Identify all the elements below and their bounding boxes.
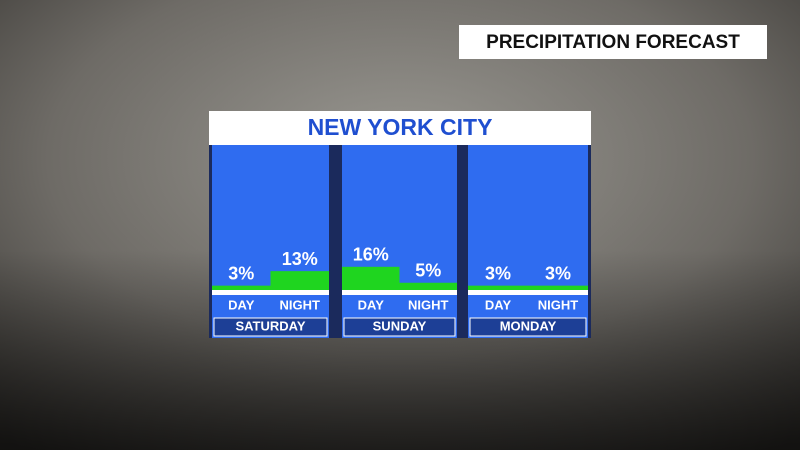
value-label: 13% [282, 249, 318, 269]
bar [270, 271, 329, 290]
period-label: NIGHT [280, 297, 321, 312]
day-box [469, 317, 587, 337]
value-label: 3% [545, 263, 571, 283]
panel [212, 145, 329, 338]
value-label: 16% [353, 245, 389, 265]
baseline [212, 290, 329, 295]
baseline [342, 290, 457, 295]
day-label: MONDAY [500, 318, 557, 333]
title-box [209, 111, 591, 145]
day-box [343, 317, 456, 337]
bar [528, 285, 588, 290]
day-box [213, 317, 328, 337]
bar [212, 285, 271, 290]
period-label: NIGHT [538, 297, 579, 312]
bar [468, 285, 528, 290]
period-label: DAY [485, 297, 512, 312]
period-label: NIGHT [408, 297, 449, 312]
panel [342, 145, 457, 338]
header-box [459, 25, 767, 59]
bar [399, 282, 457, 290]
value-label: 3% [228, 263, 254, 283]
period-label: DAY [228, 297, 255, 312]
period-label: DAY [358, 297, 385, 312]
value-label: 5% [415, 261, 441, 281]
day-label: SATURDAY [235, 318, 305, 333]
baseline [468, 290, 588, 295]
bar [342, 266, 400, 290]
header: PRECIPITATION FORECAST [486, 32, 740, 53]
chart-title: NEW YORK CITY [308, 114, 493, 140]
value-label: 3% [485, 263, 511, 283]
day-label: SUNDAY [373, 318, 427, 333]
panel [468, 145, 588, 338]
